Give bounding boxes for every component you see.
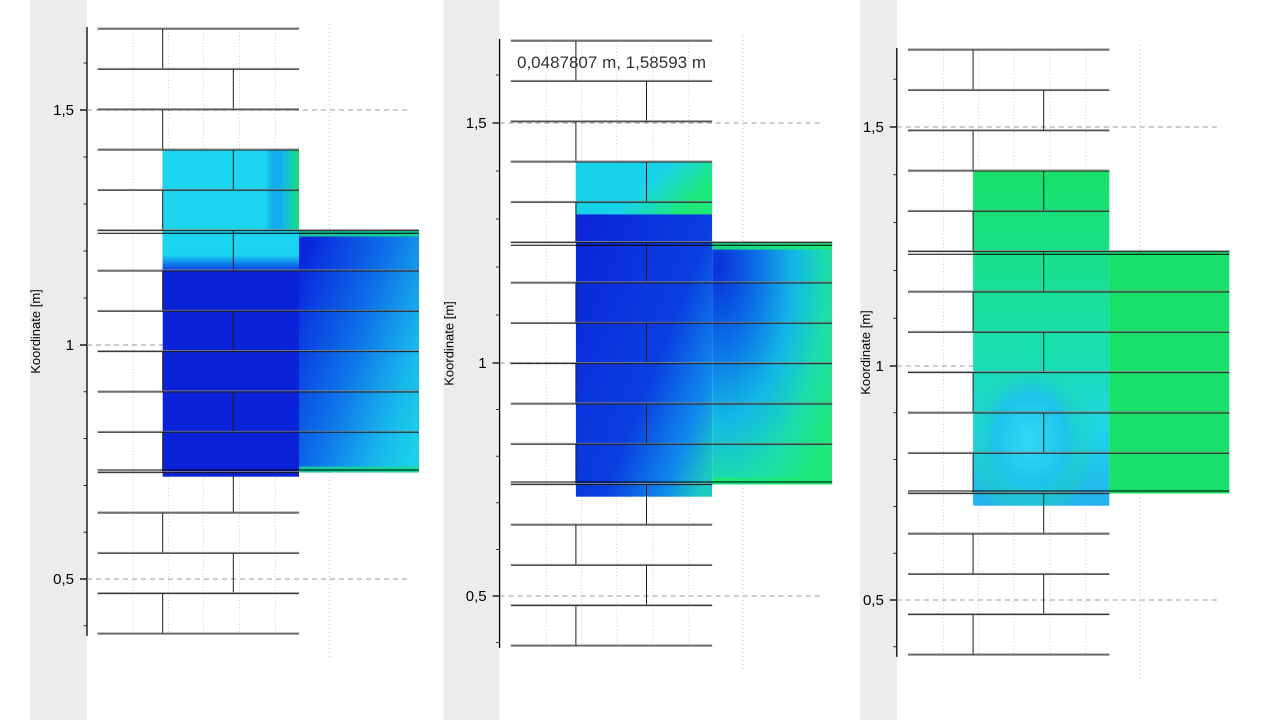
svg-text:0,5: 0,5 [863,592,884,609]
svg-text:1: 1 [478,355,486,372]
svg-text:Koordinate [m]: Koordinate [m] [28,289,43,374]
svg-text:0,0487807 m, 1,58593 m: 0,0487807 m, 1,58593 m [517,53,706,72]
svg-text:1: 1 [66,337,74,354]
svg-text:0,5: 0,5 [53,571,74,588]
svg-text:Koordinate [m]: Koordinate [m] [858,310,873,395]
svg-text:Koordinate [m]: Koordinate [m] [442,301,457,386]
svg-text:1,5: 1,5 [53,102,74,119]
svg-text:0,5: 0,5 [466,588,487,605]
svg-text:1: 1 [875,358,883,375]
svg-text:1,5: 1,5 [466,115,487,132]
svg-text:1,5: 1,5 [863,119,884,136]
